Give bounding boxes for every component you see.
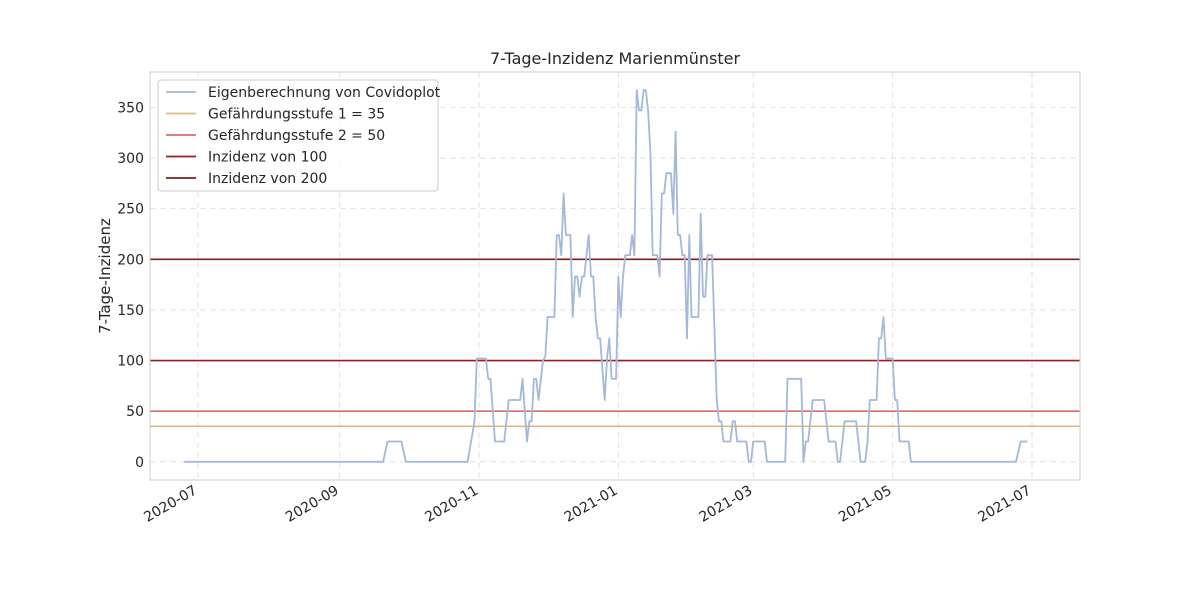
legend-label: Gefährdungsstufe 2 = 50 (208, 128, 385, 144)
legend-label: Inzidenz von 100 (208, 150, 327, 166)
legend-label: Gefährdungsstufe 1 = 35 (208, 107, 385, 123)
plot-frame (149, 71, 1081, 481)
threshold-lines (150, 258, 1080, 428)
y-tick-label: 350 (117, 100, 144, 116)
y-tick-label: 200 (117, 252, 144, 268)
legend-label: Inzidenz von 200 (208, 171, 327, 187)
legend-box (157, 79, 439, 192)
y-tick-label: 250 (117, 202, 144, 218)
legend: Eigenberechnung von Covidoplot Gefährdung… (157, 79, 441, 192)
y-tick-label: 300 (117, 151, 144, 167)
series-lines (184, 89, 1028, 463)
y-tick-label: 0 (135, 455, 144, 471)
y-axis-label: 7-Tage-Inzidenz (96, 218, 114, 334)
y-tick-label: 100 (117, 354, 144, 370)
y-tick-labels: 0 50 100 150 200 250 300 350 (117, 100, 144, 470)
chart-title: 7-Tage-Inzidenz Marienmünster (490, 49, 740, 68)
y-tick-label: 50 (126, 404, 144, 420)
series-line (184, 89, 1028, 463)
y-tick-label: 150 (117, 303, 144, 319)
legend-label: Eigenberechnung von Covidoplot (208, 85, 441, 101)
